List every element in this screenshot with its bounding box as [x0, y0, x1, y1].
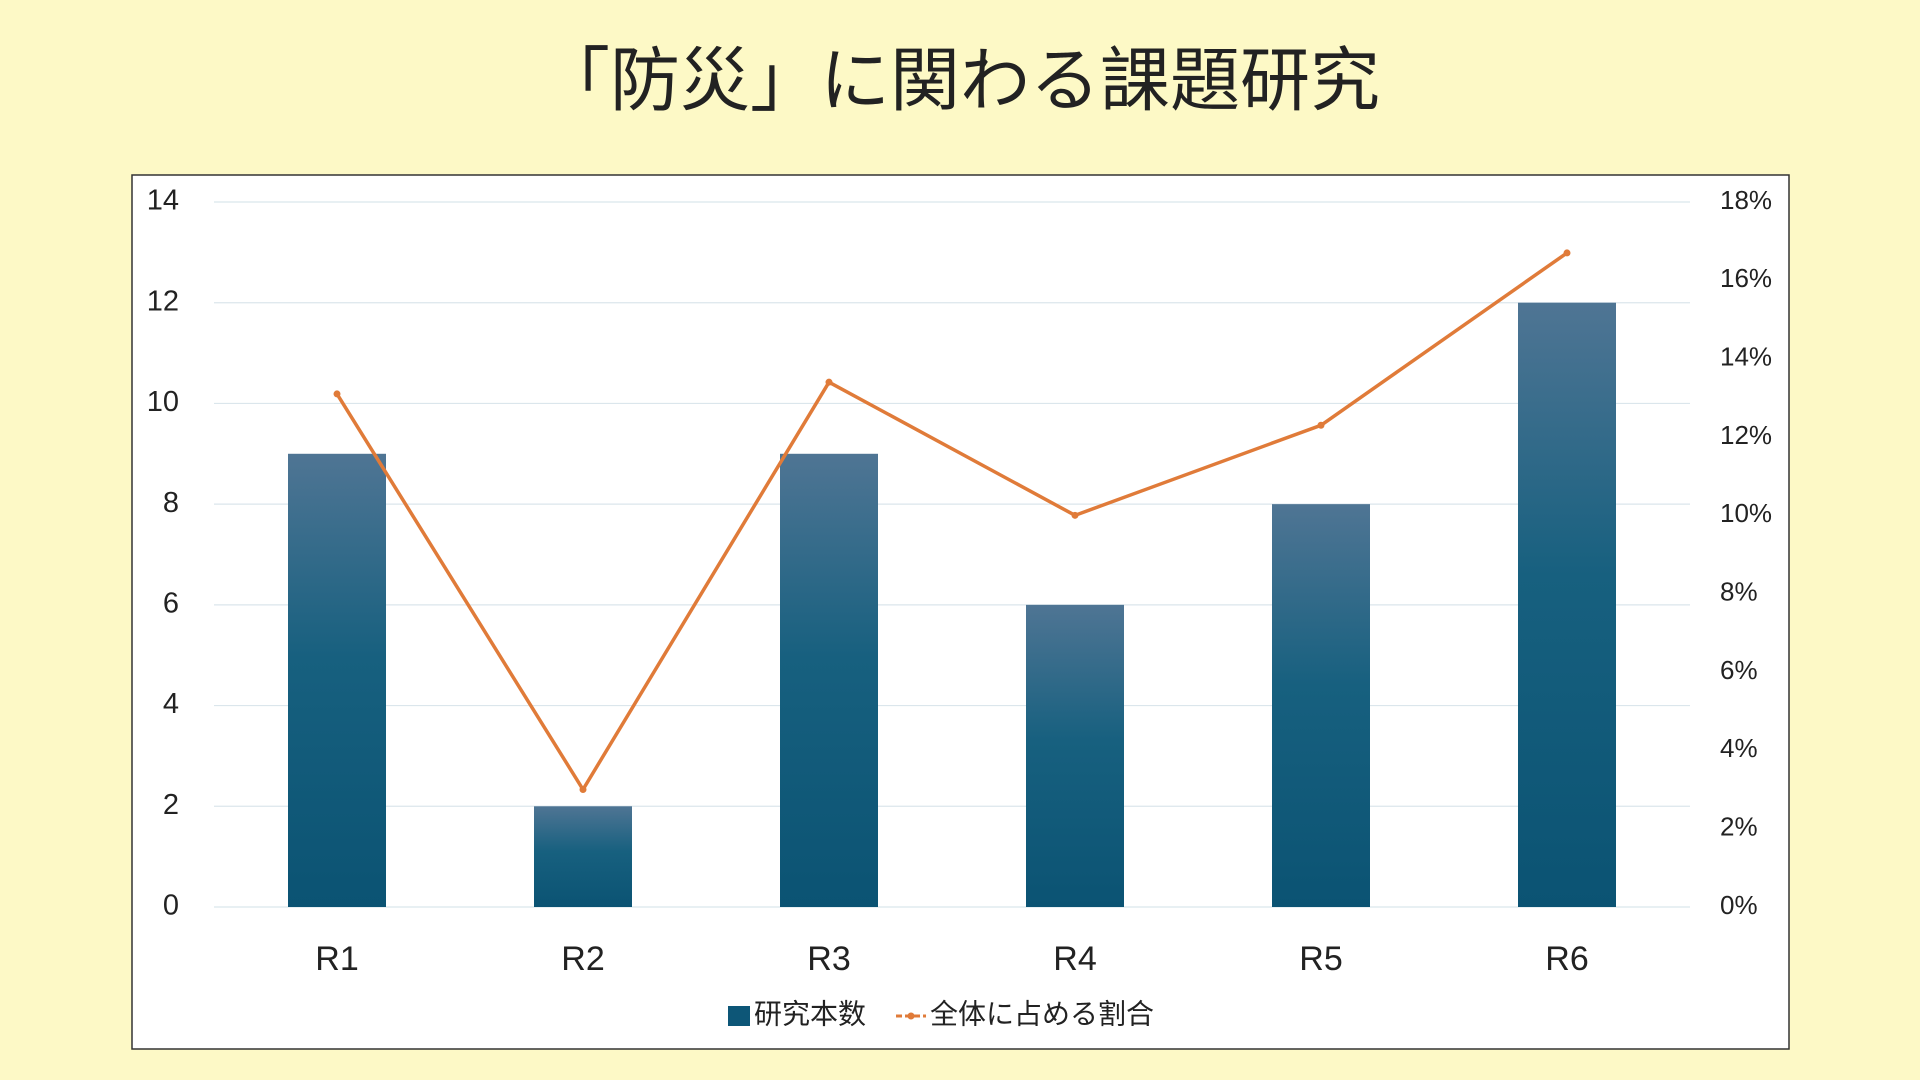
bar	[780, 453, 878, 907]
y2-tick-label: 14%	[1720, 342, 1772, 372]
y-tick-label: 14	[147, 185, 179, 217]
line-point	[1317, 421, 1325, 429]
line-point	[1071, 511, 1079, 519]
y2-tick-label: 0%	[1720, 890, 1758, 920]
x-tick-label: R6	[1545, 940, 1588, 978]
y2-tick-label: 10%	[1720, 498, 1772, 528]
legend-label: 研究本数	[754, 998, 866, 1029]
x-tick-label: R4	[1053, 940, 1096, 978]
y-tick-label: 8	[163, 487, 179, 519]
y2-tick-label: 2%	[1720, 812, 1758, 842]
plot-frame	[131, 174, 1790, 1050]
bar	[1026, 604, 1124, 907]
y-tick-label: 0	[163, 890, 179, 922]
x-tick-label: R1	[315, 940, 358, 978]
legend-label: 全体に占める割合	[930, 998, 1154, 1029]
y2-tick-label: 16%	[1720, 263, 1772, 293]
y-tick-label: 10	[147, 386, 179, 418]
y-tick-label: 4	[163, 688, 179, 720]
line	[335, 251, 1569, 793]
bar	[288, 453, 386, 907]
bar	[534, 806, 632, 907]
y2-tick-label: 8%	[1720, 577, 1758, 607]
y2-tick-label: 12%	[1720, 420, 1772, 450]
bar	[1518, 302, 1616, 907]
line-point	[825, 378, 833, 386]
y2-tick-label: 18%	[1720, 185, 1772, 215]
legend-swatch	[728, 1006, 750, 1026]
y-tick-label: 2	[163, 789, 179, 821]
line-point	[333, 390, 341, 398]
y-tick-label: 12	[147, 285, 179, 317]
line-point	[579, 786, 587, 793]
y-tick-label: 6	[163, 588, 179, 620]
x-tick-label: R5	[1299, 940, 1342, 978]
line-point	[1563, 249, 1571, 257]
y2-tick-label: 6%	[1720, 655, 1758, 685]
legend-swatch-dot	[907, 1012, 915, 1020]
bar	[1272, 504, 1370, 907]
chart-title: 「防災」に関わる課題研究	[540, 41, 1380, 119]
x-tick-label: R2	[561, 940, 604, 978]
y2-tick-label: 4%	[1720, 733, 1758, 763]
x-tick-label: R3	[807, 940, 850, 978]
